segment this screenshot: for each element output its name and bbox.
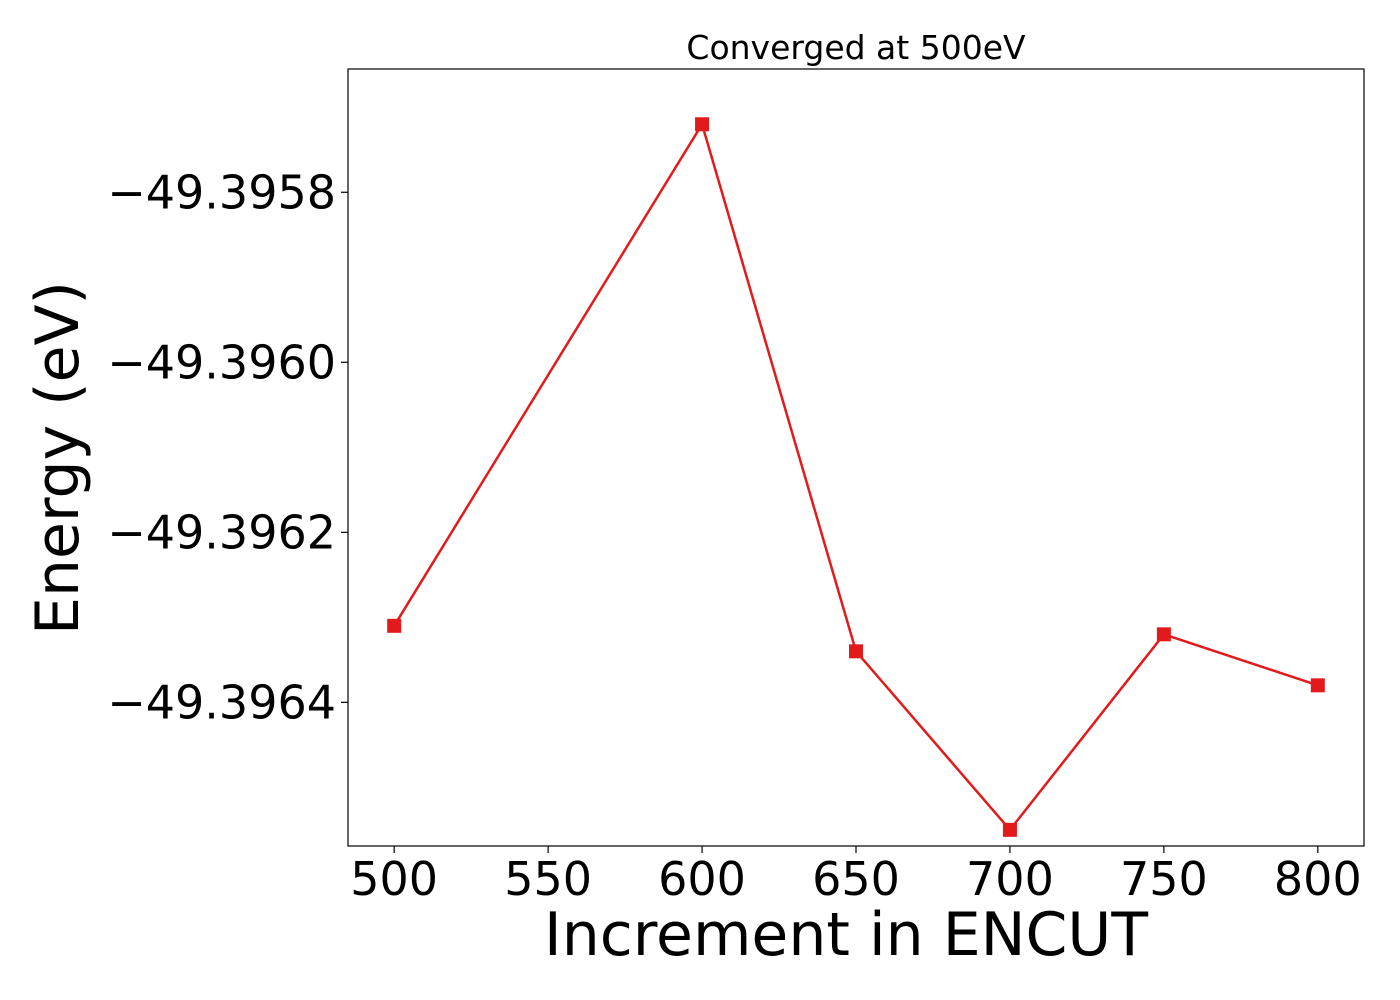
data-point-marker xyxy=(1156,627,1171,642)
series-line xyxy=(393,123,1319,832)
series-layer xyxy=(387,117,1325,837)
data-point-marker xyxy=(387,618,402,633)
x-tick-label: 750 xyxy=(1120,852,1208,906)
x-axis-label: Increment in ENCUT xyxy=(544,900,1148,970)
data-point-marker xyxy=(849,644,863,659)
x-tick-label: 600 xyxy=(658,852,746,906)
x-tick-label: 550 xyxy=(504,852,592,906)
x-tick-label: 700 xyxy=(966,852,1054,906)
y-axis: −49.3958 −49.3960 −49.3962 −49.3964 xyxy=(107,165,348,729)
y-axis-label: Energy (eV) xyxy=(23,281,93,635)
x-tick-label: 800 xyxy=(1274,852,1362,906)
x-axis: 500 550 600 650 700 750 800 xyxy=(350,846,1362,906)
chart-title: Converged at 500eV xyxy=(686,28,1026,67)
y-tick-label: −49.3962 xyxy=(107,505,336,559)
plot-frame xyxy=(347,68,1365,847)
data-point-marker xyxy=(695,117,710,132)
data-point-marker xyxy=(1002,822,1017,837)
x-tick-label: 650 xyxy=(812,852,900,906)
data-point-marker xyxy=(1310,678,1325,693)
y-tick-label: −49.3964 xyxy=(107,675,336,729)
y-tick-label: −49.3960 xyxy=(107,335,336,389)
x-tick-label: 500 xyxy=(350,852,438,906)
y-tick-label: −49.3958 xyxy=(107,165,336,219)
